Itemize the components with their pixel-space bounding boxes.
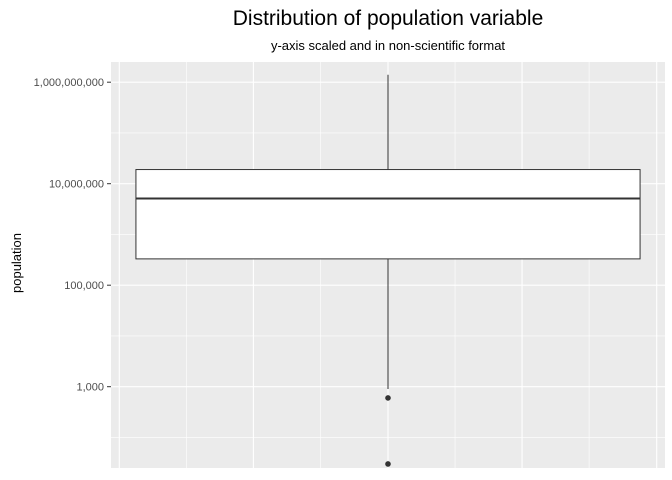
y-tick-label: 1,000 bbox=[76, 382, 104, 394]
y-tick-label: 100,000 bbox=[64, 280, 104, 292]
box-iqr bbox=[135, 169, 641, 260]
outlier-point bbox=[385, 395, 391, 401]
plot-area: 1,000 100,000 10,000,000 1,000,000,000 bbox=[34, 62, 665, 468]
outlier-point bbox=[385, 461, 391, 467]
y-axis-label: population bbox=[9, 233, 24, 293]
chart-subtitle: y-axis scaled and in non-scientific form… bbox=[271, 38, 505, 53]
y-tick-label: 1,000,000,000 bbox=[34, 77, 104, 89]
y-tick-label: 10,000,000 bbox=[49, 179, 104, 191]
chart-title: Distribution of population variable bbox=[233, 7, 544, 30]
